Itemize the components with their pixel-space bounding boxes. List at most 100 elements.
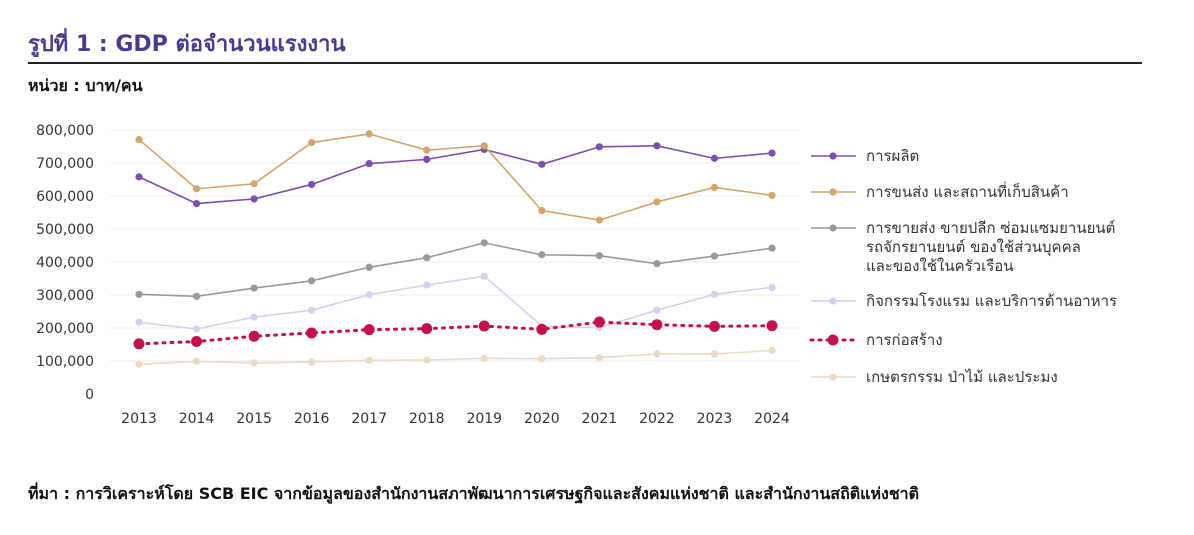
y-tick-label: 600,000 [36,189,94,205]
y-tick-label: 200,000 [36,321,94,337]
legend-entry: เกษตรกรรม ป่าไม้ และประมง [811,368,1058,386]
y-tick-label: 400,000 [36,255,94,271]
y-tick-label: 100,000 [36,354,94,370]
data-point [768,149,776,157]
data-point [306,327,318,339]
data-point [308,277,316,285]
x-tick-label: 2020 [524,411,560,427]
series-line [138,145,773,205]
legend-swatch-marker [829,297,837,305]
data-point [766,320,778,332]
legend-entry: การขายส่ง ขายปลีก ซ่อมแซมยานยนต์รถจักรยา… [811,219,1115,275]
x-tick-label: 2019 [466,411,502,427]
x-tick-label: 2016 [294,411,330,427]
y-tick-label: 500,000 [36,222,94,238]
x-tick-label: 2013 [121,411,157,427]
source-note: ที่มา : การวิเคราะห์โดย SCB EIC จากข้อมู… [28,484,920,503]
series-5 [135,346,776,368]
data-point [250,284,258,292]
data-point [480,142,488,150]
data-point [423,155,431,163]
data-point [478,320,490,332]
data-point [538,206,546,215]
legend-entry: กิจกรรมโรงแรม และบริการด้านอาหาร [811,292,1117,310]
legend-label: และของใช้ในครัวเรือน [866,257,1014,275]
series-line [138,133,773,221]
data-point [768,283,776,292]
data-point [308,306,316,314]
x-tick-label: 2024 [754,411,790,427]
data-point [308,180,316,189]
series-0 [135,142,776,208]
data-point [653,350,661,358]
legend-entry: การขนส่ง และสถานที่เก็บสินค้า [811,181,1069,201]
data-point [710,183,719,192]
series-1 [135,130,776,224]
title-underline [28,62,1142,64]
legend-label: การก่อสร้าง [866,331,943,349]
data-point [192,185,201,193]
data-point [365,291,373,299]
data-point [423,356,431,364]
data-point [651,319,663,331]
data-point [421,323,433,335]
legend-label: รถจักรยานยนต์ ของใช้ส่วนบุคคล [866,238,1081,257]
legend-label: กิจกรรมโรงแรม และบริการด้านอาหาร [866,292,1117,310]
data-point [710,252,719,260]
data-point [250,180,258,188]
y-axis-ticks: 0 100,000 200,000 300,000 400,000 500,000 600,… [36,123,94,403]
x-tick-label: 2022 [639,411,675,427]
x-tick-label: 2015 [236,411,272,427]
legend-label: การขนส่ง และสถานที่เก็บสินค้า [866,181,1069,201]
legend-swatch-marker [829,152,837,160]
data-point [135,318,143,326]
data-point [192,292,201,300]
data-point [480,239,488,247]
data-point [710,290,719,298]
data-point [133,338,145,350]
data-point [653,198,661,206]
data-point [250,313,258,321]
y-tick-label: 800,000 [36,123,94,139]
data-point [308,358,316,366]
data-point [710,350,719,358]
x-tick-label: 2021 [582,411,618,427]
legend-entry: การผลิต [811,147,919,165]
data-point [538,355,546,363]
data-point [480,272,488,280]
x-tick-label: 2017 [351,411,387,427]
data-point [423,254,431,262]
x-axis-ticks: 2013 2014 2015 2016 2017 2018 2019 2020 2021 2022… [121,411,790,427]
data-point [653,306,661,314]
legend-entry: การก่อสร้าง [809,331,943,349]
data-point [192,325,201,333]
y-tick-label: 700,000 [36,156,94,172]
data-point [250,359,258,367]
data-point [653,142,661,150]
chart-title: รูปที่ 1 : GDP ต่อจำนวนแรงงาน [28,32,346,57]
data-point [365,160,373,168]
series-line [138,275,773,330]
unit-label: หน่วย : บาท/คน [28,76,143,95]
legend-swatch-marker [829,224,837,232]
data-point [593,316,605,328]
data-point [595,216,603,224]
legend-label: การขายส่ง ขายปลีก ซ่อมแซมยานยนต์ [866,219,1115,237]
data-point [365,356,373,364]
legend-label: การผลิต [866,147,919,165]
x-tick-label: 2023 [697,411,733,427]
y-tick-label: 300,000 [36,288,94,304]
data-point [135,360,143,368]
data-point [595,354,603,362]
data-point [192,199,201,208]
data-point [480,354,488,362]
data-point [365,130,373,138]
data-point [250,195,258,203]
y-tick-label: 0 [85,387,94,403]
data-point [192,357,201,365]
legend-swatch-marker [829,373,837,381]
data-point [710,154,719,162]
series-line [138,242,773,298]
